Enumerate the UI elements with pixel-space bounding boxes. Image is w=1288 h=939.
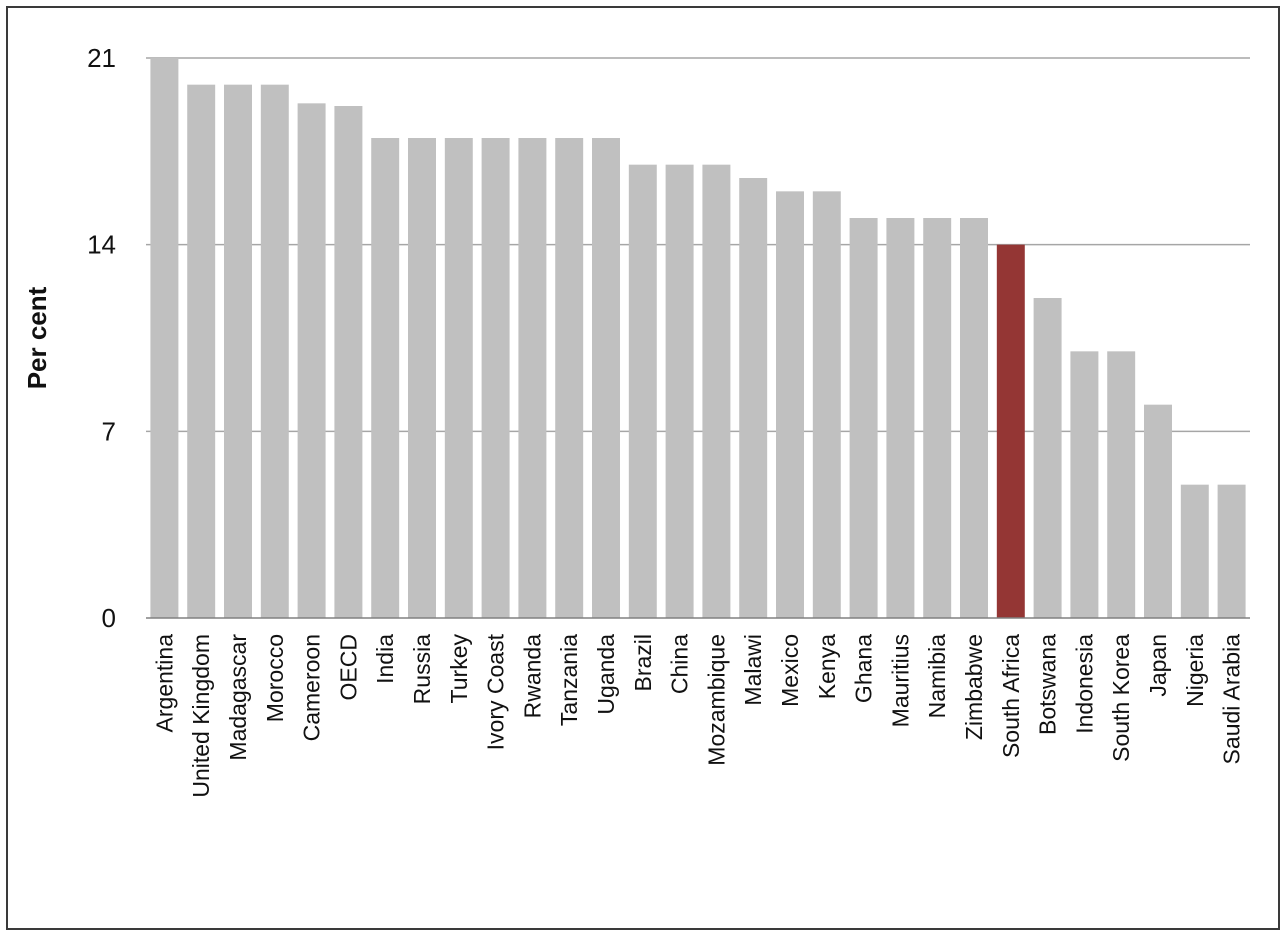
bar-united-kingdom <box>187 84 216 618</box>
x-label-brazil: Brazil <box>630 634 656 692</box>
bar-ivory-coast <box>481 138 510 618</box>
x-label-mexico: Mexico <box>777 634 803 707</box>
bar-mexico <box>776 191 804 619</box>
x-label-south-korea: South Korea <box>1108 634 1134 762</box>
bar-russia <box>408 138 436 618</box>
bar-malawi <box>739 178 768 618</box>
bar-nigeria <box>1180 484 1209 618</box>
x-label-united-kingdom: United Kingdom <box>188 634 214 798</box>
bar-chart: 0 7 14 21 Argentina United Kingdom Madagascar… <box>22 43 1250 798</box>
bar-zimbabwe <box>960 218 988 618</box>
x-label-oecd: OECD <box>335 634 361 700</box>
bar-oecd <box>334 106 363 618</box>
bar-argentina <box>150 58 179 618</box>
bar-botswana <box>1033 298 1062 618</box>
bar-mauritius <box>886 218 915 618</box>
bar-kenya <box>812 191 841 619</box>
bar-brazil <box>628 164 657 618</box>
bar-namibia <box>923 218 952 618</box>
bar-rwanda <box>518 138 547 618</box>
x-label-japan: Japan <box>1145 634 1171 697</box>
bar-mozambique <box>702 164 731 618</box>
x-label-south-africa: South Africa <box>998 634 1024 758</box>
bar-ghana <box>849 218 878 618</box>
bar-india <box>371 138 400 618</box>
x-label-kenya: Kenya <box>814 634 840 699</box>
bar-south-africa <box>996 244 1025 618</box>
bar-uganda <box>592 138 620 618</box>
x-label-madagascar: Madagascar <box>225 634 251 761</box>
bar-madagascar <box>224 84 252 618</box>
bar-cameroon <box>297 103 326 619</box>
x-label-malawi: Malawi <box>740 634 766 706</box>
x-label-uganda: Uganda <box>593 634 619 715</box>
bar-south-korea <box>1107 351 1136 618</box>
x-label-india: India <box>372 634 398 684</box>
gridlines <box>146 57 1250 433</box>
x-label-namibia: Namibia <box>924 634 950 719</box>
x-label-rwanda: Rwanda <box>519 634 545 719</box>
x-label-cameroon: Cameroon <box>299 634 325 741</box>
x-label-tanzania: Tanzania <box>556 634 582 726</box>
bars <box>150 58 1246 619</box>
x-label-indonesia: Indonesia <box>1071 634 1097 734</box>
x-label-turkey: Turkey <box>446 634 472 704</box>
x-label-mauritius: Mauritius <box>887 634 913 727</box>
x-label-nigeria: Nigeria <box>1182 634 1208 707</box>
x-label-china: China <box>667 634 693 694</box>
y-tick-0: 0 <box>102 603 116 633</box>
x-label-ivory-coast: Ivory Coast <box>483 633 509 750</box>
y-axis-label: Per cent <box>22 286 52 389</box>
x-category-labels: Argentina United Kingdom Madagascar Morocco… <box>151 633 1244 797</box>
x-label-botswana: Botswana <box>1035 634 1061 735</box>
bar-morocco <box>260 84 289 618</box>
x-label-saudi-arabia: Saudi Arabia <box>1219 634 1245 765</box>
x-label-zimbabwe: Zimbabwe <box>961 634 987 740</box>
y-tick-7: 7 <box>102 416 116 446</box>
x-label-mozambique: Mozambique <box>703 634 729 766</box>
x-label-morocco: Morocco <box>262 634 288 722</box>
bar-saudi-arabia <box>1217 484 1246 618</box>
y-tick-14: 14 <box>87 230 116 260</box>
chart-frame: 0 7 14 21 Argentina United Kingdom Madagascar… <box>6 6 1280 930</box>
x-label-ghana: Ghana <box>851 634 877 703</box>
bar-indonesia <box>1070 351 1099 618</box>
bar-tanzania <box>555 138 584 618</box>
y-tick-labels: 0 7 14 21 <box>87 43 116 633</box>
x-label-russia: Russia <box>409 634 435 705</box>
bar-japan <box>1144 404 1172 618</box>
x-label-argentina: Argentina <box>151 634 177 733</box>
bar-china <box>665 164 694 618</box>
y-tick-21: 21 <box>87 43 116 73</box>
bar-turkey <box>444 138 473 618</box>
